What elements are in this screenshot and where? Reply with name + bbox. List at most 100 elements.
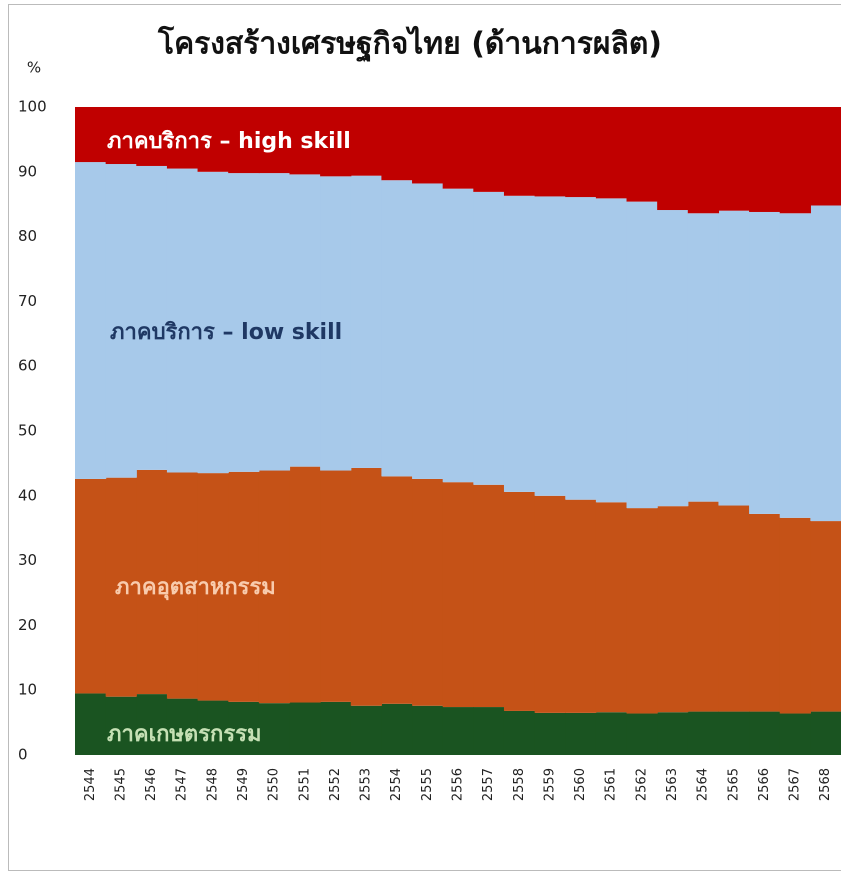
area-segment bbox=[258, 470, 291, 704]
y-tick-label: 80 bbox=[18, 227, 37, 245]
area-segment bbox=[473, 484, 505, 708]
x-tick-label: 2545 bbox=[113, 768, 128, 801]
area-segment bbox=[626, 201, 658, 509]
x-tick-label: 2550 bbox=[267, 768, 282, 801]
area-segment bbox=[197, 107, 229, 172]
area-segment bbox=[75, 478, 107, 694]
area-segment bbox=[442, 707, 474, 755]
y-tick-label: 90 bbox=[18, 162, 37, 180]
area-segment bbox=[228, 701, 260, 755]
area-segment bbox=[166, 472, 199, 699]
area-segment bbox=[779, 517, 811, 714]
area-segment bbox=[75, 162, 107, 479]
area-segment bbox=[718, 210, 750, 506]
area-segment bbox=[136, 107, 168, 166]
area-segment bbox=[197, 700, 229, 755]
area-segment bbox=[136, 694, 168, 755]
series-label: ภาคบริการ – low skill bbox=[110, 320, 342, 345]
y-axis-label: % bbox=[27, 59, 41, 77]
area-segment bbox=[381, 180, 413, 477]
area-segment bbox=[412, 183, 444, 479]
area-segment bbox=[534, 107, 566, 197]
area-segment bbox=[105, 477, 137, 697]
area-segment bbox=[75, 107, 107, 163]
area-segment bbox=[197, 171, 229, 474]
area-segment bbox=[166, 168, 199, 473]
x-tick-label: 2551 bbox=[297, 768, 312, 801]
frame bbox=[8, 4, 841, 871]
area-segment bbox=[381, 476, 413, 704]
area-segment bbox=[350, 107, 382, 176]
area-segment bbox=[136, 165, 168, 470]
area-segment bbox=[657, 712, 689, 755]
y-tick-label: 70 bbox=[18, 292, 37, 310]
x-tick-label: 2553 bbox=[359, 768, 374, 801]
area-segment bbox=[565, 499, 597, 713]
area-segment bbox=[687, 107, 720, 214]
area-segment bbox=[687, 501, 720, 712]
x-tick-label: 2544 bbox=[83, 768, 98, 801]
area-segment bbox=[350, 705, 382, 755]
area-segment bbox=[810, 205, 841, 522]
area-segment bbox=[350, 175, 382, 468]
area-segment bbox=[412, 478, 444, 706]
area-segment bbox=[749, 711, 781, 755]
area-segment bbox=[381, 703, 413, 755]
y-tick-label: 100 bbox=[18, 98, 47, 116]
x-tick-label: 2555 bbox=[420, 768, 435, 801]
area-segment bbox=[258, 703, 291, 755]
x-tick-label: 2566 bbox=[757, 768, 772, 801]
y-tick-label: 50 bbox=[18, 422, 37, 440]
x-tick-label: 2547 bbox=[175, 768, 190, 801]
area-segment bbox=[105, 107, 137, 165]
area-segment bbox=[105, 696, 137, 755]
area-segment bbox=[595, 712, 628, 755]
area-segment bbox=[442, 482, 474, 708]
x-tick-label: 2546 bbox=[144, 768, 159, 801]
x-tick-label: 2564 bbox=[696, 768, 711, 801]
chart-title: โครงสร้างเศรษฐกิจไทย (ด้านการผลิต) bbox=[157, 25, 662, 64]
series-label: ภาคเกษตรกรรม bbox=[107, 722, 261, 747]
area-segment bbox=[320, 176, 352, 471]
area-segment bbox=[565, 197, 597, 500]
area-segment bbox=[473, 191, 505, 485]
y-tick-label: 30 bbox=[18, 551, 37, 569]
area-segment bbox=[258, 107, 291, 174]
area-segment bbox=[473, 107, 505, 192]
x-tick-label: 2562 bbox=[634, 768, 649, 801]
area-segment bbox=[289, 702, 321, 755]
area-segment bbox=[289, 466, 321, 703]
area-segment bbox=[810, 711, 841, 755]
x-tick-label: 2561 bbox=[604, 768, 619, 801]
x-tick-label: 2557 bbox=[481, 768, 496, 801]
area-segment bbox=[473, 707, 505, 755]
area-segment bbox=[166, 107, 199, 169]
y-tick-label: 10 bbox=[18, 681, 37, 699]
area-segment bbox=[779, 713, 811, 755]
y-tick-label: 20 bbox=[18, 616, 37, 634]
area-segment bbox=[626, 508, 658, 714]
area-segment bbox=[657, 107, 689, 211]
y-tick-label: 0 bbox=[18, 746, 28, 764]
area-segment bbox=[503, 195, 536, 492]
area-segment bbox=[657, 506, 689, 713]
series-label: ภาคบริการ – high skill bbox=[107, 129, 351, 154]
x-tick-label: 2558 bbox=[512, 768, 527, 801]
area-segment bbox=[810, 107, 841, 206]
area-segment bbox=[595, 502, 628, 713]
area-segment bbox=[320, 701, 352, 755]
x-tick-label: 2552 bbox=[328, 768, 343, 801]
x-tick-label: 2567 bbox=[788, 768, 803, 801]
y-tick-label: 60 bbox=[18, 357, 37, 375]
area-segment bbox=[718, 107, 750, 211]
area-segment bbox=[381, 107, 413, 181]
area-segment bbox=[595, 198, 628, 503]
area-segment bbox=[442, 188, 474, 483]
area-segment bbox=[626, 107, 658, 202]
x-tick-label: 2568 bbox=[818, 768, 833, 801]
area-segment bbox=[749, 513, 781, 712]
area-segment bbox=[810, 521, 841, 712]
area-segment bbox=[412, 705, 444, 755]
area-segment bbox=[718, 505, 750, 712]
